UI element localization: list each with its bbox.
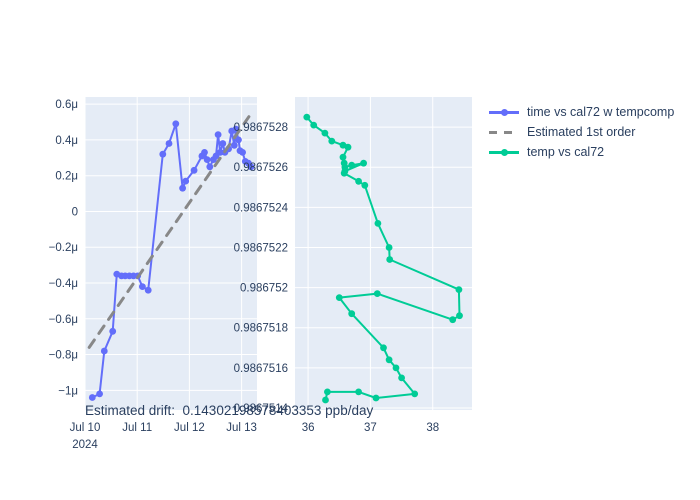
legend-label: temp vs cal72 <box>527 145 605 159</box>
data-point-marker <box>335 294 343 301</box>
data-point-marker <box>303 113 311 121</box>
data-point-marker <box>179 184 187 192</box>
data-point-marker <box>361 181 369 189</box>
data-point-marker <box>100 347 108 355</box>
data-point-marker <box>322 396 329 404</box>
temp-vs-cal72-y-tick-label: 0.9867524 <box>234 202 289 214</box>
time-vs-cal72-x-tick-label: Jul 13 <box>226 422 257 434</box>
drift-annotation: Estimated drift: 0.14302198578403353 ppb… <box>85 403 374 418</box>
data-point-marker <box>203 156 211 164</box>
data-point-marker <box>328 137 336 145</box>
data-point-marker <box>235 136 242 144</box>
data-point-marker <box>449 316 457 324</box>
data-point-marker <box>165 140 173 147</box>
time-vs-cal72-y-tick-label: 0 <box>72 206 78 218</box>
trace-line-estimated-1st-order <box>87 115 251 349</box>
time-vs-cal72-y-tick-label: −1μ <box>58 385 78 397</box>
data-point-marker <box>139 283 146 290</box>
time-vs-cal72-y-tick-label: 0.2μ <box>55 171 78 183</box>
data-point-marker <box>324 388 331 396</box>
temp-vs-cal72-y-tick-label: 0.9867516 <box>234 363 288 375</box>
data-point-marker <box>385 356 393 364</box>
data-point-marker <box>230 141 238 149</box>
data-point-marker <box>385 244 393 251</box>
data-point-marker <box>355 177 362 185</box>
data-point-marker <box>348 161 356 169</box>
time-vs-cal72-y-tick-label: 0.4μ <box>55 135 78 147</box>
temp-vs-cal72-x-tick-label: 38 <box>426 422 439 434</box>
trace-estimated-1st-order[interactable] <box>87 115 251 349</box>
temp-vs-cal72-y-tick-label: 0.9867514 <box>234 403 289 415</box>
data-point-marker <box>372 394 380 402</box>
time-vs-cal72-x-tick-label: Jul 10 <box>70 422 101 434</box>
data-point-marker <box>355 388 362 396</box>
legend-line-marker-icon <box>489 147 519 157</box>
data-point-marker <box>219 140 227 147</box>
data-point-marker <box>380 344 387 352</box>
data-point-marker <box>247 163 255 171</box>
data-point-marker <box>411 390 419 398</box>
data-point-marker <box>182 177 190 185</box>
data-point-marker <box>214 131 222 139</box>
data-point-marker <box>386 256 394 263</box>
data-point-marker <box>216 149 224 156</box>
data-point-marker <box>190 166 198 174</box>
data-point-marker <box>392 364 400 372</box>
data-point-marker <box>360 159 367 167</box>
legend-item-estimated-1st-order[interactable]: Estimated 1st order <box>489 125 674 139</box>
data-point-marker <box>172 120 180 128</box>
data-point-marker <box>321 129 329 137</box>
time-vs-cal72-y-tick-label: −0.6μ <box>49 314 78 326</box>
temp-vs-cal72-x-tick-label: 36 <box>302 422 315 434</box>
data-point-marker <box>339 153 347 161</box>
legend: time vs cal72 w tempcomp Estimated 1st o… <box>489 105 674 159</box>
data-point-marker <box>340 169 348 177</box>
data-point-marker <box>456 312 463 320</box>
time-vs-cal72-x-tick-label: Jul 11 <box>122 422 152 434</box>
data-point-marker <box>398 374 405 382</box>
data-point-marker <box>373 290 381 297</box>
temp-vs-cal72-x-tick-label: 37 <box>364 422 377 434</box>
temp-vs-cal72-plot-area[interactable] <box>295 97 472 410</box>
data-point-marker <box>159 150 167 158</box>
trace-time-vs-cal72-w-tempcomp[interactable] <box>88 120 255 401</box>
legend-label: time vs cal72 w tempcomp <box>527 105 675 119</box>
data-point-marker <box>344 143 352 151</box>
temp-vs-cal72-y-tick-label: 0.986752 <box>240 283 288 295</box>
data-point-marker <box>206 163 214 171</box>
time-vs-cal72-subplot: Jul 10 2024 Jul 11 Jul 12 Jul 13 0.6μ 0.4μ 0.2μ… <box>49 97 257 451</box>
time-vs-cal72-y-tick-label: 0.6μ <box>55 99 78 111</box>
temp-vs-cal72-y-tick-label: 0.9867518 <box>234 323 288 335</box>
trace-temp-vs-cal72[interactable] <box>303 113 463 404</box>
data-point-marker <box>109 327 117 335</box>
time-vs-cal72-x-tick-label: Jul 12 <box>174 422 205 434</box>
legend-item-time-vs-cal72-w-tempcomp[interactable]: time vs cal72 w tempcomp <box>489 105 674 119</box>
legend-line-marker-icon <box>489 107 519 117</box>
time-vs-cal72-y-tick-label: −0.2μ <box>49 242 78 254</box>
temp-vs-cal72-subplot: 36 37 38 0.9867528 0.9867526 0.9867524 0.98675… <box>234 97 472 434</box>
time-vs-cal72-y-tick-label: −0.8μ <box>49 350 78 362</box>
data-point-marker <box>310 121 318 129</box>
temp-vs-cal72-y-tick-label: 0.9867528 <box>234 122 288 134</box>
temp-vs-cal72-y-tick-label: 0.9867522 <box>234 242 288 254</box>
temp-vs-cal72-y-tick-label: 0.9867526 <box>234 162 288 174</box>
legend-dash-icon <box>489 127 519 137</box>
data-point-marker <box>348 310 356 318</box>
data-point-marker <box>201 149 208 156</box>
data-point-marker <box>374 220 382 227</box>
time-vs-cal72-y-tick-label: −0.4μ <box>49 278 78 290</box>
data-point-marker <box>144 286 152 294</box>
data-point-marker <box>239 149 247 156</box>
data-point-marker <box>455 286 463 293</box>
legend-label: Estimated 1st order <box>527 125 636 139</box>
time-vs-cal72-x-tick-sublabel: 2024 <box>72 439 98 451</box>
legend-item-temp-vs-cal72[interactable]: temp vs cal72 <box>489 145 674 159</box>
data-point-marker <box>88 394 96 401</box>
data-point-marker <box>96 390 103 398</box>
